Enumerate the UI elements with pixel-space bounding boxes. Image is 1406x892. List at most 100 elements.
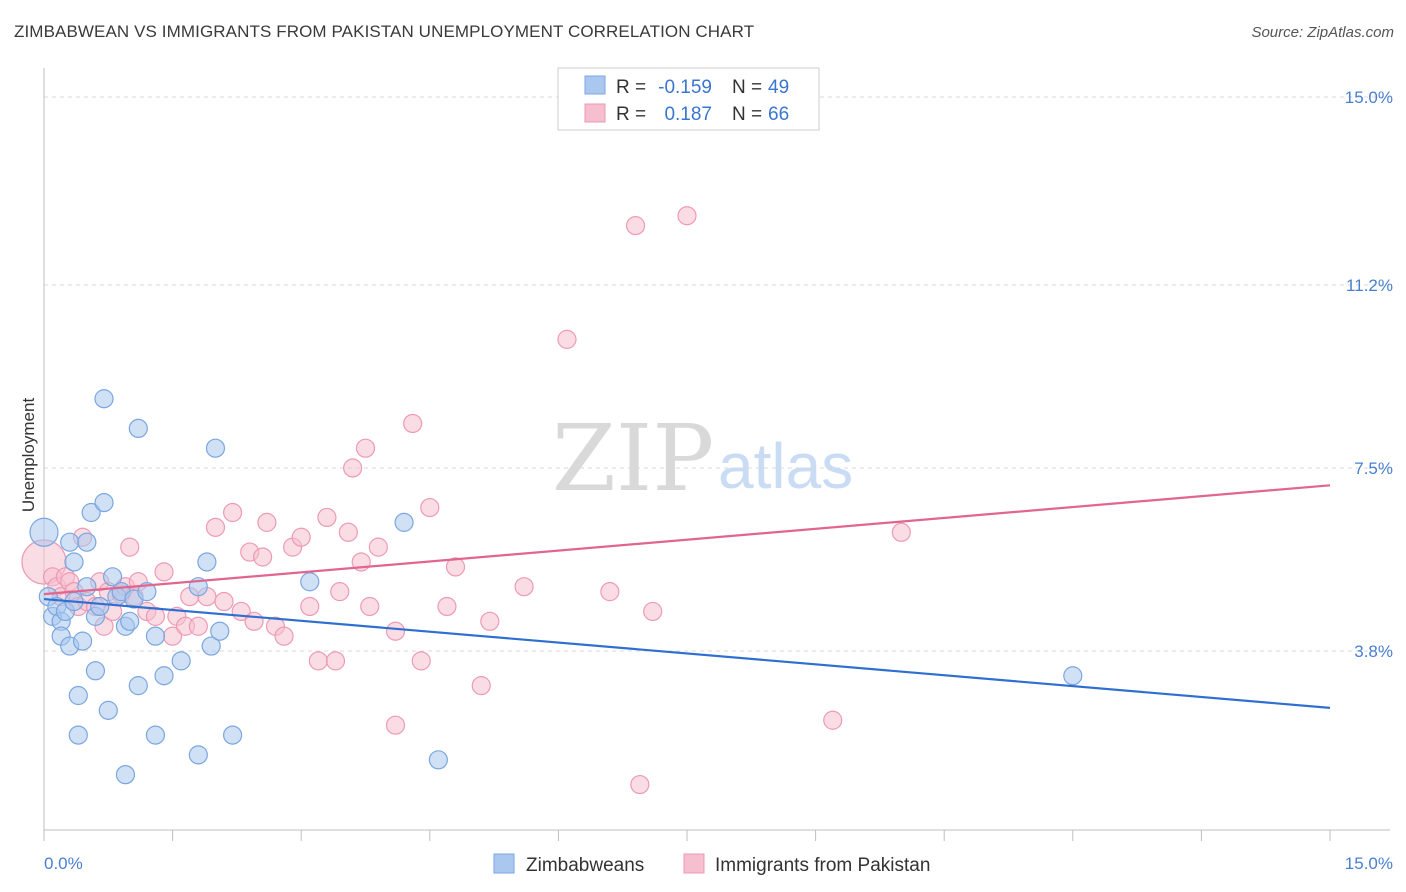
point-pakistan [403, 413, 423, 434]
point-zimbabwean [72, 631, 93, 651]
y-tick-label: 11.2% [1346, 276, 1393, 295]
point-pakistan [385, 621, 406, 641]
legend-r-value: -0.159 [658, 77, 712, 98]
y-tick-label: 15.0% [1345, 88, 1393, 107]
y-tick-label: 7.5% [1354, 459, 1393, 478]
point-zimbabwean [1063, 666, 1083, 686]
point-zimbabwean [205, 438, 226, 458]
x-tick-label: 15.0% [1345, 854, 1393, 873]
point-pakistan [300, 596, 320, 617]
point-zimbabwean [171, 651, 191, 671]
trend-lines [43, 484, 1331, 709]
point-zimbabwean [197, 552, 217, 572]
point-zimbabwean [300, 572, 320, 592]
legend-pakistan-swatch [683, 853, 705, 874]
point-pakistan [145, 606, 166, 626]
point-pakistan [188, 616, 208, 636]
legend-r-value: 0.187 [664, 104, 712, 125]
point-zimbabwean [188, 745, 208, 765]
point-zimbabwean [77, 532, 97, 552]
point-zimbabwean [81, 502, 101, 523]
point-pakistan [625, 216, 646, 236]
y-tick-labels: 3.8% 7.5% 11.2% 15.0% [1345, 88, 1393, 661]
point-zimbabwean [154, 666, 174, 686]
series-legend: Zimbabweans Immigrants from Pakistan [493, 853, 930, 876]
point-zimbabwean [128, 676, 148, 696]
watermark-atlas: atlas [718, 430, 853, 502]
trend-line-zimbabwean [43, 597, 1331, 709]
y-tick-label: 3.8% [1354, 642, 1393, 661]
point-pakistan [257, 512, 277, 532]
point-zimbabwean [98, 700, 118, 720]
series-zimbabwean-points [29, 389, 1083, 785]
legend-n-label: N = [732, 77, 762, 98]
legend-pakistan-label: Immigrants from Pakistan [715, 855, 930, 876]
point-pakistan [253, 547, 273, 567]
point-pakistan [343, 458, 363, 478]
point-pakistan [154, 562, 174, 582]
x-tick-labels: 0.0% 15.0% [44, 854, 1393, 873]
trend-line-pakistan [43, 484, 1331, 596]
point-zimbabwean [210, 621, 230, 641]
point-zimbabwean [77, 577, 97, 597]
gridlines [44, 96, 1390, 652]
point-zimbabwean [102, 567, 123, 587]
legend-n-value: 66 [768, 104, 789, 125]
source-label: Source: ZipAtlas.com [1251, 24, 1394, 41]
point-pakistan [643, 601, 663, 622]
point-zimbabwean [145, 725, 166, 745]
y-axis-label: Unemployment [19, 398, 38, 513]
point-pakistan [120, 537, 140, 557]
point-pakistan [514, 577, 534, 597]
point-pakistan [630, 774, 650, 795]
point-pakistan [330, 582, 350, 602]
point-pakistan [274, 626, 294, 646]
point-pakistan [480, 611, 500, 631]
legend-zimbabweans-swatch [493, 853, 515, 874]
point-pakistan [420, 497, 440, 518]
point-zimbabwean [120, 611, 140, 631]
point-pakistan [205, 517, 226, 537]
legend-swatch-pink [584, 103, 606, 123]
watermark-zip: ZIP [552, 405, 714, 512]
point-pakistan [368, 537, 388, 557]
point-pakistan [317, 507, 337, 528]
point-zimbabwean [29, 517, 59, 547]
point-zimbabwean [68, 725, 88, 745]
point-zimbabwean [145, 626, 166, 646]
point-pakistan [360, 596, 380, 617]
point-pakistan [244, 611, 264, 631]
legend-r-label: R = [616, 77, 646, 98]
point-pakistan [471, 676, 491, 696]
x-ticks [43, 830, 1331, 841]
chart-title: ZIMBABWEAN VS IMMIGRANTS FROM PAKISTAN U… [14, 22, 755, 41]
point-zimbabwean [68, 685, 88, 706]
point-zimbabwean [137, 582, 157, 602]
point-pakistan [325, 651, 346, 671]
point-zimbabwean [428, 750, 448, 770]
point-zimbabwean [128, 418, 148, 439]
legend-n-value: 49 [768, 77, 789, 98]
point-pakistan [823, 710, 843, 730]
point-zimbabwean [64, 552, 84, 572]
point-pakistan [223, 502, 243, 523]
point-zimbabwean [201, 636, 221, 656]
legend-n-label: N = [732, 104, 762, 125]
point-pakistan [214, 591, 234, 612]
point-pakistan [385, 715, 406, 735]
point-pakistan [355, 438, 376, 458]
correlation-legend: R = -0.159 N = 49 R = 0.187 N = 66 [557, 67, 820, 131]
point-zimbabwean [85, 661, 106, 681]
point-pakistan [891, 522, 911, 542]
point-zimbabwean [60, 532, 80, 552]
point-pakistan [291, 527, 311, 547]
point-pakistan [338, 522, 358, 542]
point-pakistan [437, 596, 457, 617]
point-pakistan [677, 206, 697, 226]
legend-r-label: R = [616, 104, 646, 125]
point-zimbabwean [90, 596, 110, 617]
point-zimbabwean [394, 512, 414, 532]
point-zimbabwean [94, 389, 114, 409]
point-pakistan [557, 329, 577, 349]
